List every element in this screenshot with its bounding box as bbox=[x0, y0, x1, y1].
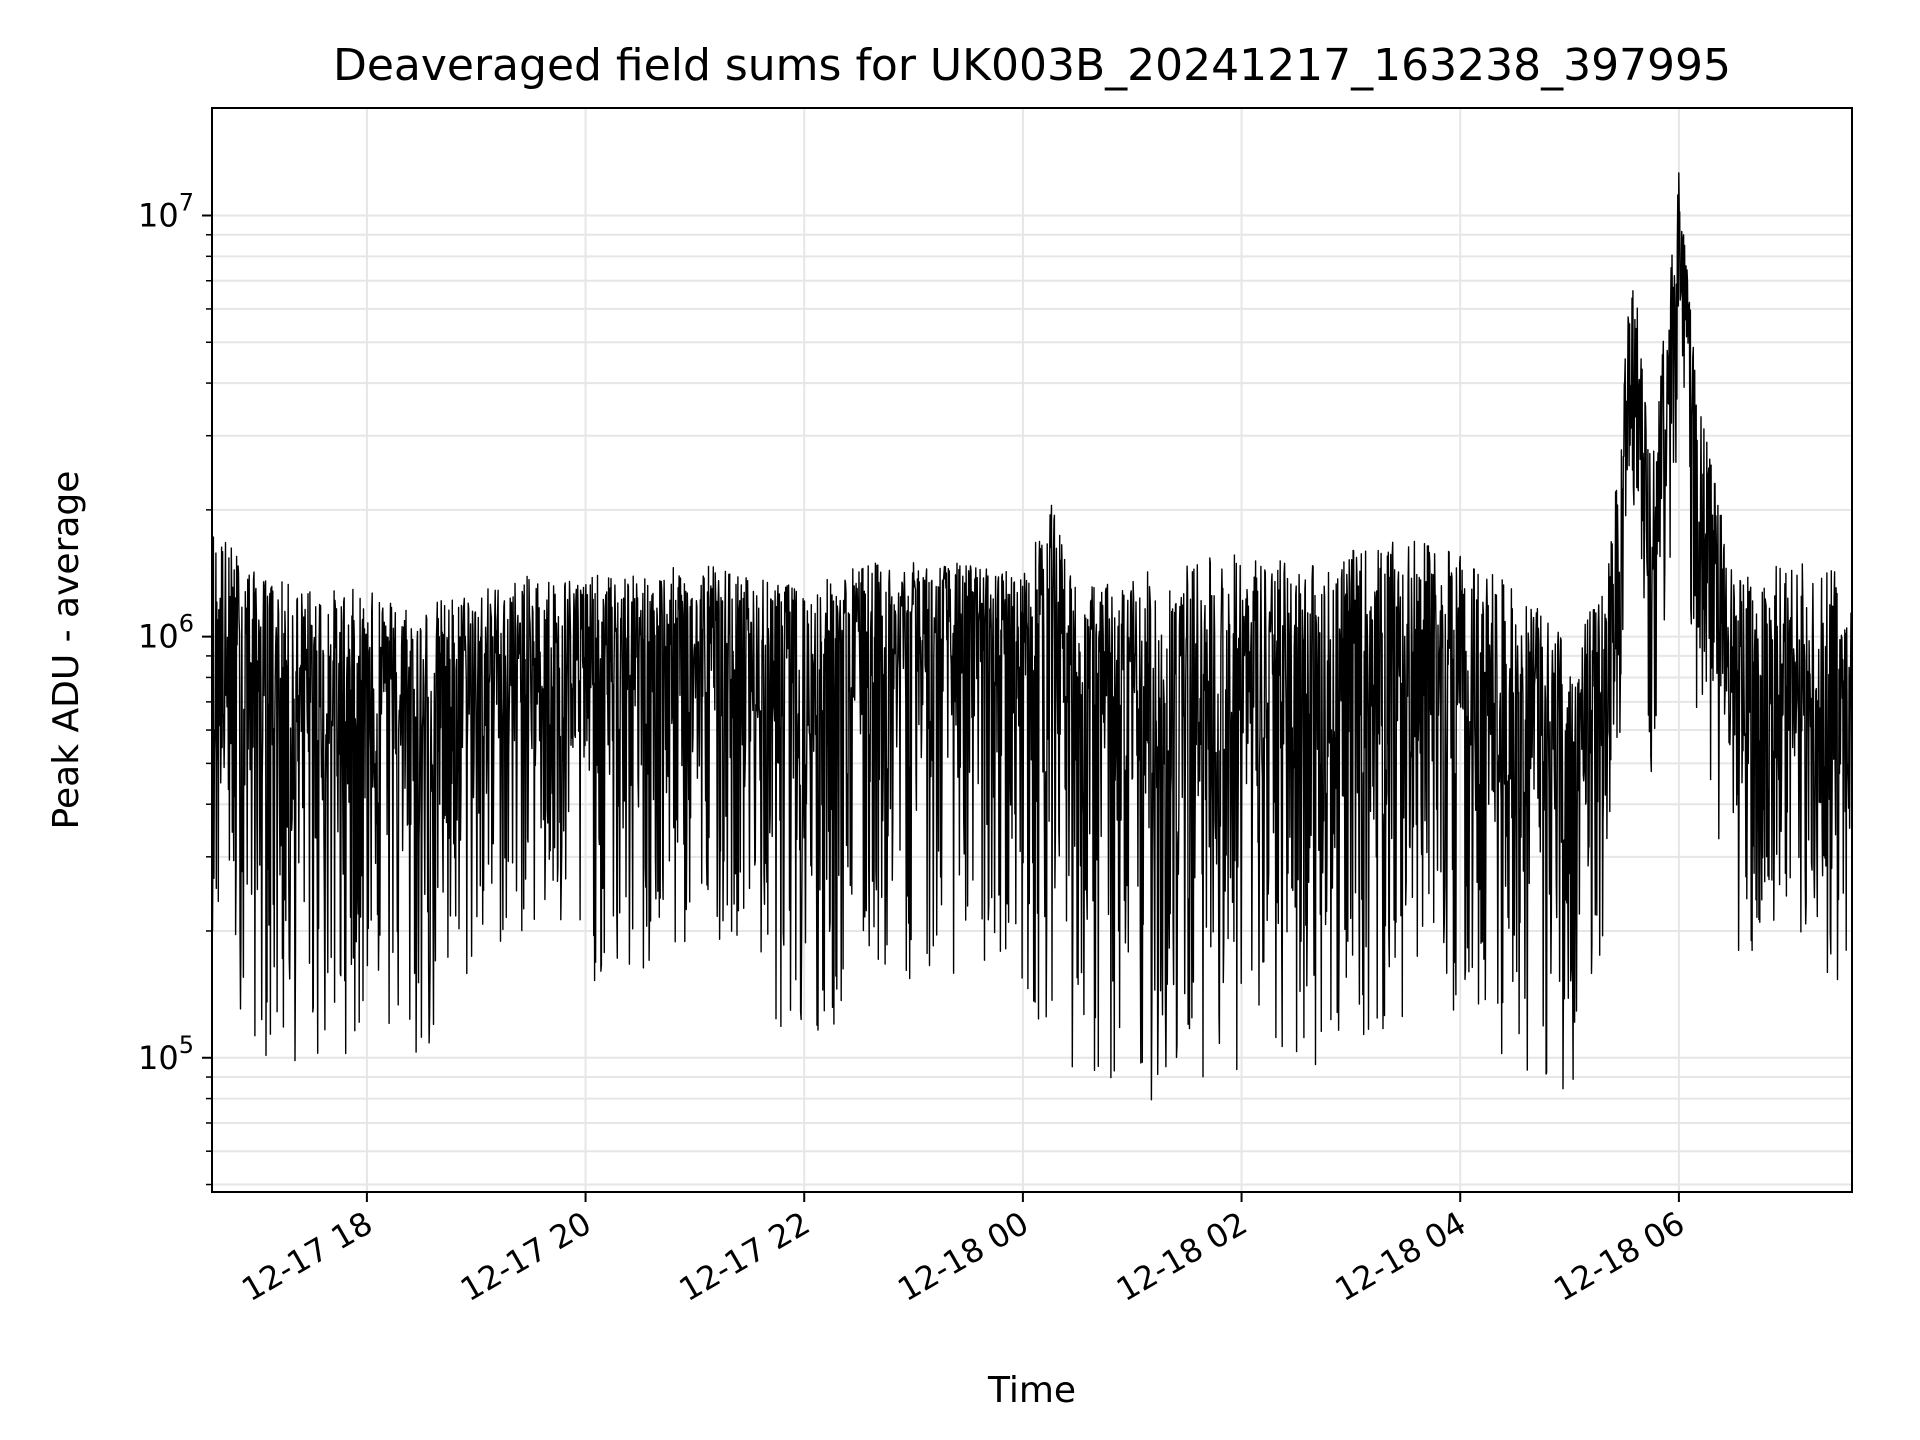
y-tick-label: 106 bbox=[138, 610, 194, 656]
y-tick-label: 107 bbox=[138, 189, 194, 235]
series-line bbox=[212, 172, 1852, 1101]
y-axis-label: Peak ADU - average bbox=[46, 471, 87, 830]
chart-title: Deaveraged field sums for UK003B_2024121… bbox=[333, 40, 1731, 91]
x-axis-label: Time bbox=[987, 1370, 1076, 1411]
series-path bbox=[212, 172, 1852, 1101]
y-tick-label: 105 bbox=[138, 1031, 194, 1077]
plot-frame bbox=[211, 107, 1853, 1193]
y-axis-ticks: 105 106 107 bbox=[138, 189, 212, 1186]
